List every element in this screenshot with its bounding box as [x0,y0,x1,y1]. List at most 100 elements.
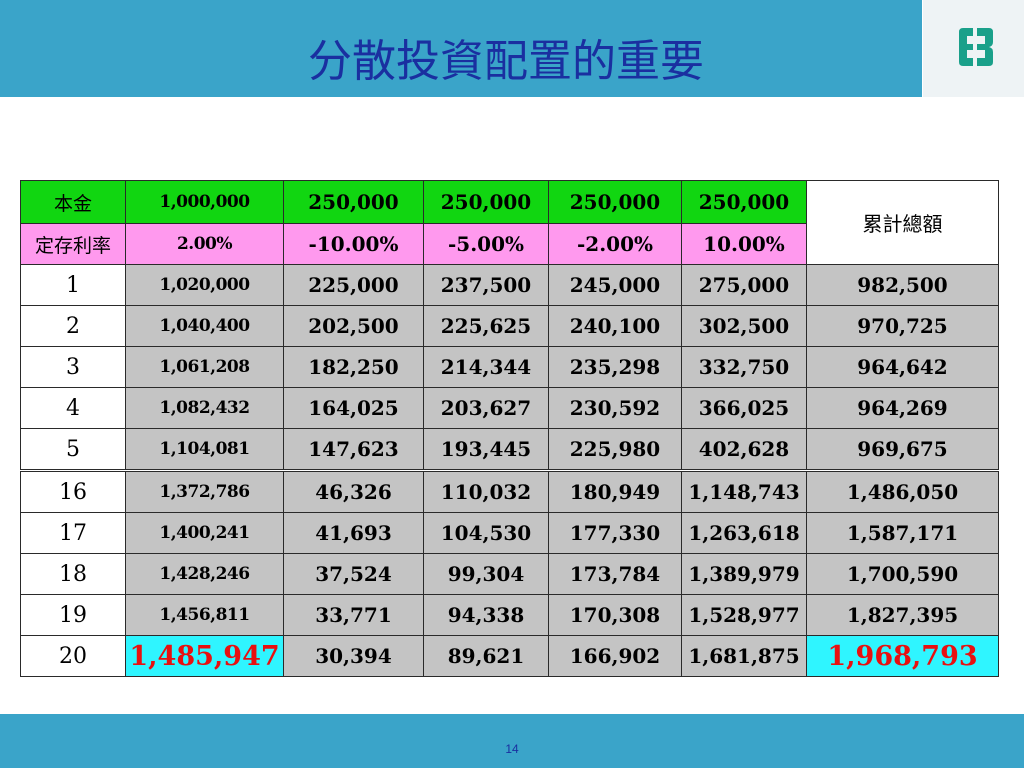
fund-value-cell: 110,032 [423,469,549,513]
rate-label: 定存利率 [20,223,126,265]
table-body: 1 1,020,000 225,000 237,500 245,000 275,000 98… [20,264,999,677]
total-cell: 969,675 [806,428,999,471]
deposit-value-cell: 1,428,246 [125,553,284,595]
header-bar [0,0,922,97]
year-cell: 20 [20,635,126,677]
total-cell: 964,642 [806,346,999,388]
fund-value-cell: 366,025 [681,387,807,429]
slide-title: 分散投資配置的重要 [308,36,704,87]
fund-value-cell: 237,500 [423,264,549,306]
total-header: 累計總額 [806,180,999,265]
fund-value-cell: 147,623 [283,428,424,471]
fund-value-cell: 30,394 [283,635,424,677]
deposit-value-cell: 1,061,208 [125,346,284,388]
fund-value-cell: 166,902 [548,635,682,677]
fund-value-cell: 99,304 [423,553,549,595]
total-cell: 1,968,793 [806,635,999,677]
table-row: 17 1,400,241 41,693 104,530 177,330 1,263,618… [20,512,999,554]
fund-value-cell: 245,000 [548,264,682,306]
logo-area [923,0,1024,97]
deposit-value-cell: 1,104,081 [125,428,284,471]
fund-value-cell: 177,330 [548,512,682,554]
fund-value-cell: 33,771 [283,594,424,636]
table-row: 16 1,372,786 46,326 110,032 180,949 1,148,743… [20,469,999,513]
table-row: 5 1,104,081 147,623 193,445 225,980 402,628 96… [20,428,999,471]
investment-table: 本金 1,000,000 250,000 250,000 250,000 250… [20,180,999,677]
total-cell: 964,269 [806,387,999,429]
total-cell: 1,486,050 [806,469,999,513]
year-cell: 17 [20,512,126,554]
page-number: 14 [505,742,519,756]
fund-value-cell: 37,524 [283,553,424,595]
total-cell: 1,700,590 [806,553,999,595]
fund-value-cell: 1,528,977 [681,594,807,636]
deposit-value-cell: 1,372,786 [125,469,284,513]
total-cell: 982,500 [806,264,999,306]
total-cell: 1,827,395 [806,594,999,636]
fund-value-cell: 1,263,618 [681,512,807,554]
year-cell: 2 [20,305,126,347]
company-logo-icon [959,28,993,66]
fund-value-cell: 235,298 [548,346,682,388]
deposit-value-cell: 1,040,400 [125,305,284,347]
fund-value-cell: 302,500 [681,305,807,347]
year-cell: 4 [20,387,126,429]
fund-value-cell: 170,308 [548,594,682,636]
fund-value-cell: 89,621 [423,635,549,677]
total-cell: 1,587,171 [806,512,999,554]
fund-value-cell: 402,628 [681,428,807,471]
fund-value-cell: 193,445 [423,428,549,471]
principal-cell: 250,000 [283,180,424,224]
year-cell: 19 [20,594,126,636]
deposit-value-cell: 1,082,432 [125,387,284,429]
principal-label: 本金 [20,180,126,224]
principal-cell: 1,000,000 [125,180,284,224]
year-cell: 18 [20,553,126,595]
fund-value-cell: 225,625 [423,305,549,347]
year-cell: 1 [20,264,126,306]
principal-cell: 250,000 [681,180,807,224]
fund-value-cell: 46,326 [283,469,424,513]
fund-value-cell: 173,784 [548,553,682,595]
table-row: 2 1,040,400 202,500 225,625 240,100 302,500 97… [20,305,999,347]
fund-value-cell: 214,344 [423,346,549,388]
deposit-value-cell: 1,456,811 [125,594,284,636]
rate-cell: 10.00% [681,223,807,265]
rate-cell: -10.00% [283,223,424,265]
fund-value-cell: 240,100 [548,305,682,347]
deposit-value-cell: 1,485,947 [125,635,284,677]
fund-value-cell: 1,389,979 [681,553,807,595]
fund-value-cell: 1,148,743 [681,469,807,513]
fund-value-cell: 164,025 [283,387,424,429]
fund-value-cell: 41,693 [283,512,424,554]
fund-value-cell: 332,750 [681,346,807,388]
table-row: 19 1,456,811 33,771 94,338 170,308 1,528,977 1… [20,594,999,636]
principal-row: 本金 1,000,000 250,000 250,000 250,000 250… [20,180,999,265]
rate-cell: -2.00% [548,223,682,265]
fund-value-cell: 225,000 [283,264,424,306]
footer-bar [0,714,1024,768]
rate-cell: 2.00% [125,223,284,265]
fund-value-cell: 94,338 [423,594,549,636]
fund-value-cell: 202,500 [283,305,424,347]
fund-value-cell: 1,681,875 [681,635,807,677]
year-cell: 3 [20,346,126,388]
table-row: 20 1,485,947 30,394 89,621 166,902 1,681,875 1… [20,635,999,677]
fund-value-cell: 230,592 [548,387,682,429]
fund-value-cell: 225,980 [548,428,682,471]
total-cell: 970,725 [806,305,999,347]
year-cell: 5 [20,428,126,471]
table-row: 3 1,061,208 182,250 214,344 235,298 332,750 96… [20,346,999,388]
fund-value-cell: 182,250 [283,346,424,388]
fund-value-cell: 203,627 [423,387,549,429]
table-row: 4 1,082,432 164,025 203,627 230,592 366,025 96… [20,387,999,429]
deposit-value-cell: 1,020,000 [125,264,284,306]
rate-cell: -5.00% [423,223,549,265]
rate-row: 定存利率 2.00% -10.00% -5.00% -2.00% 10.00% [20,223,999,265]
principal-cell: 250,000 [423,180,549,224]
table-row: 18 1,428,246 37,524 99,304 173,784 1,389,979 1… [20,553,999,595]
principal-cell: 250,000 [548,180,682,224]
fund-value-cell: 180,949 [548,469,682,513]
year-cell: 16 [20,469,126,513]
deposit-value-cell: 1,400,241 [125,512,284,554]
